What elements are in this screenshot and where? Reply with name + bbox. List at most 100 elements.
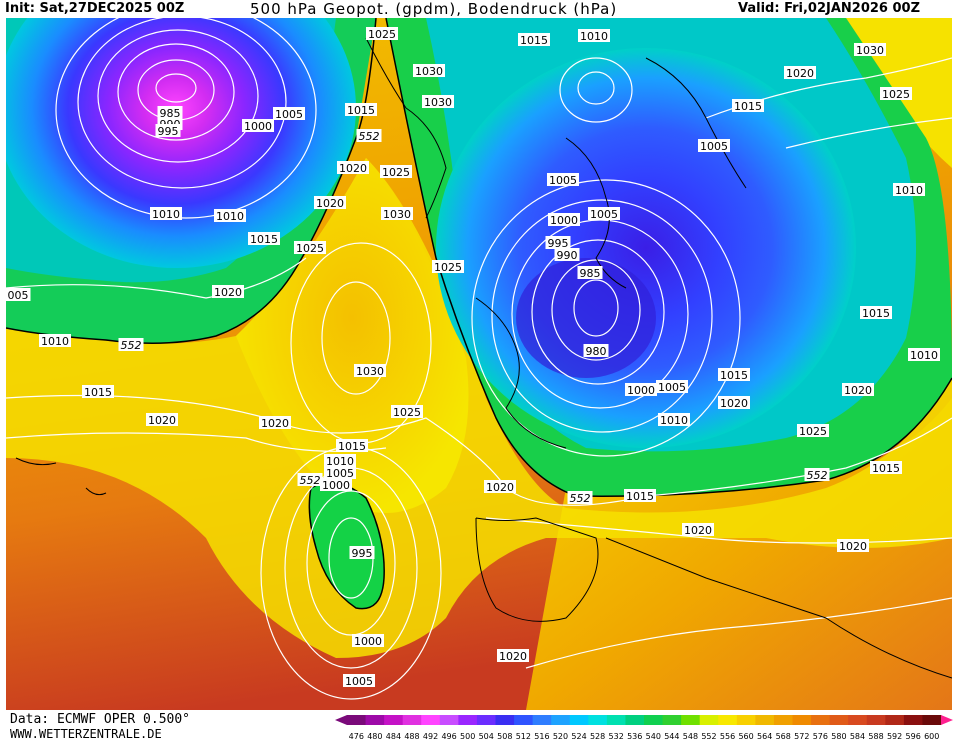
isobar-label-bg — [784, 66, 816, 79]
isobar-label-bg — [273, 107, 305, 120]
isobar-label: 995 — [352, 547, 373, 560]
scale-right-arrow — [941, 715, 953, 725]
scale-left-arrow — [335, 715, 347, 725]
isobar-label: 1020 — [786, 67, 814, 80]
scale-tick-label: 568 — [776, 732, 791, 741]
east-warm-region — [526, 398, 952, 710]
scale-swatch — [829, 715, 849, 725]
isobar-label: 1030 — [383, 208, 411, 221]
isobar-label-bg — [578, 29, 610, 42]
scale-swatch — [569, 715, 589, 725]
isobar-label-bg — [366, 27, 398, 40]
scale-tick-label: 508 — [497, 732, 512, 741]
isobar-label: 1020 — [844, 384, 872, 397]
scale-swatch — [606, 715, 626, 725]
isobar-label-bg — [497, 649, 529, 662]
isobar-label-bg — [842, 383, 874, 396]
isobar-label: 1010 — [910, 349, 938, 362]
scale-swatch — [885, 715, 905, 725]
isobar-label-bg — [837, 539, 869, 552]
isobar-label: 1030 — [424, 96, 452, 109]
isobar-label: 995 — [158, 125, 179, 138]
isobar-label-bg — [413, 64, 445, 77]
isobar-label-bg — [545, 236, 571, 249]
scale-swatch — [402, 715, 422, 725]
isobar-label: 005 — [8, 289, 29, 302]
scale-tick-label: 484 — [386, 732, 401, 741]
isobar-label-bg — [422, 95, 454, 108]
isobar-label-bg — [314, 196, 346, 209]
isobar-label: 1010 — [895, 184, 923, 197]
isobar-label: 1020 — [499, 650, 527, 663]
isobar-label-bg — [155, 124, 181, 137]
isobar-label-bg — [870, 461, 902, 474]
isobar-label: 1005 — [275, 108, 303, 121]
scale-tick-label: 516 — [534, 732, 549, 741]
scale-swatch — [866, 715, 886, 725]
scale-swatch — [532, 715, 552, 725]
isobar-label: 1000 — [354, 635, 382, 648]
isobar-label-bg — [797, 424, 829, 437]
scale-swatch — [495, 715, 515, 725]
isobar-label-bg — [908, 348, 940, 361]
isobar-label: 1025 — [382, 166, 410, 179]
isobar-label: 1000 — [627, 384, 655, 397]
contour-552-labels: 552 552 552 552 552 — [118, 129, 830, 505]
isobar-label: 995 — [548, 237, 569, 250]
isobar-label-bg — [518, 33, 550, 46]
contour-label-bg — [567, 491, 593, 504]
scale-tick-label: 536 — [627, 732, 642, 741]
isobar-label: 1025 — [393, 406, 421, 419]
scale-tick-label: 600 — [924, 732, 939, 741]
isobar-label: 1025 — [882, 88, 910, 101]
scale-tick-label: 512 — [516, 732, 531, 741]
contour-label-bg — [356, 129, 382, 142]
isobar-label-bg — [381, 207, 413, 220]
isobar-label: 1015 — [520, 34, 548, 47]
isobar-label: 1000 — [550, 214, 578, 227]
isobar-label: 1020 — [339, 162, 367, 175]
scale-tick-label: 548 — [683, 732, 698, 741]
isobar-label-bg — [624, 489, 656, 502]
isobar-label-bg — [718, 368, 750, 381]
isobar-label: 1020 — [684, 524, 712, 537]
isobar-label: 1015 — [734, 100, 762, 113]
isobar-label-bg — [625, 383, 657, 396]
isobar-label-bg — [698, 139, 730, 152]
scale-tick-label: 496 — [441, 732, 456, 741]
website-link[interactable]: WWW.WETTERZENTRALE.DE — [10, 727, 162, 741]
isobar-label: 1020 — [214, 286, 242, 299]
isobar-label-bg — [354, 364, 386, 377]
isobar-label: 1015 — [338, 440, 366, 453]
scale-tick-label: 540 — [646, 732, 661, 741]
isobar-label: 1010 — [326, 455, 354, 468]
isobar-label: 1010 — [152, 208, 180, 221]
isobar-label-bg — [212, 285, 244, 298]
isobar-label: 1015 — [872, 462, 900, 475]
cutoff-low-green — [308, 481, 385, 610]
contour-label: 552 — [300, 474, 321, 487]
isobar-label: 1015 — [720, 369, 748, 382]
scale-swatch — [755, 715, 775, 725]
contour-label: 552 — [121, 339, 142, 352]
isobar-label-bg — [682, 523, 714, 536]
scale-tick-label: 588 — [868, 732, 883, 741]
scale-tick-label: 564 — [757, 732, 772, 741]
isobar-label-bg — [259, 416, 291, 429]
isobar-label-bg — [547, 173, 579, 186]
contour-label-bg — [804, 468, 830, 481]
isobar-label-bg — [860, 306, 892, 319]
isobar-label-bg — [242, 119, 274, 132]
isobar-label-bg — [6, 288, 31, 301]
scale-swatch — [551, 715, 571, 725]
scale-swatch — [644, 715, 664, 725]
isobar-label: 1025 — [296, 242, 324, 255]
isobar-label-bg — [432, 260, 464, 273]
isobar-label-bg — [324, 454, 356, 467]
isobar-label-bg — [718, 396, 750, 409]
contour-552-west — [6, 18, 377, 344]
scale-tick-label: 528 — [590, 732, 605, 741]
isobar-label-bg — [343, 674, 375, 687]
isobar-label-bg — [294, 241, 326, 254]
